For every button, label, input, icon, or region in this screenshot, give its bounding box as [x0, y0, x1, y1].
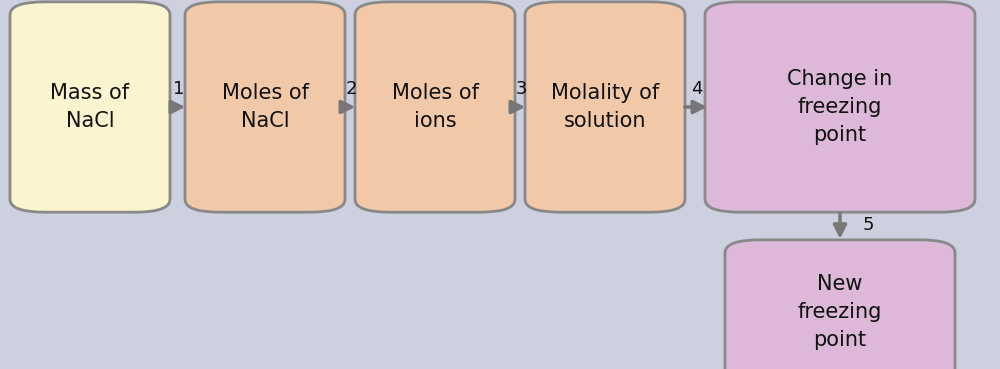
Text: Mass of
NaCl: Mass of NaCl — [50, 83, 130, 131]
FancyBboxPatch shape — [10, 2, 170, 212]
Text: Moles of
ions: Moles of ions — [392, 83, 479, 131]
Text: 1: 1 — [173, 80, 185, 97]
Text: Molality of
solution: Molality of solution — [551, 83, 659, 131]
FancyBboxPatch shape — [725, 240, 955, 369]
FancyBboxPatch shape — [705, 2, 975, 212]
Text: 4: 4 — [691, 80, 703, 97]
Text: Moles of
NaCl: Moles of NaCl — [222, 83, 308, 131]
Text: Change in
freezing
point: Change in freezing point — [787, 69, 893, 145]
FancyBboxPatch shape — [355, 2, 515, 212]
Text: New
freezing
point: New freezing point — [798, 274, 882, 350]
Text: 5: 5 — [862, 216, 874, 234]
Text: 3: 3 — [515, 80, 527, 97]
FancyBboxPatch shape — [185, 2, 345, 212]
Text: 2: 2 — [345, 80, 357, 97]
FancyBboxPatch shape — [525, 2, 685, 212]
